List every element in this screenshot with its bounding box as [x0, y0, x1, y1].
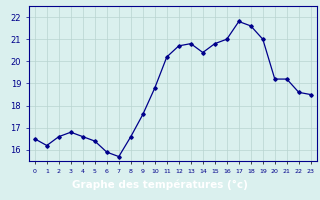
- Text: Graphe des températures (°c): Graphe des températures (°c): [72, 179, 248, 190]
